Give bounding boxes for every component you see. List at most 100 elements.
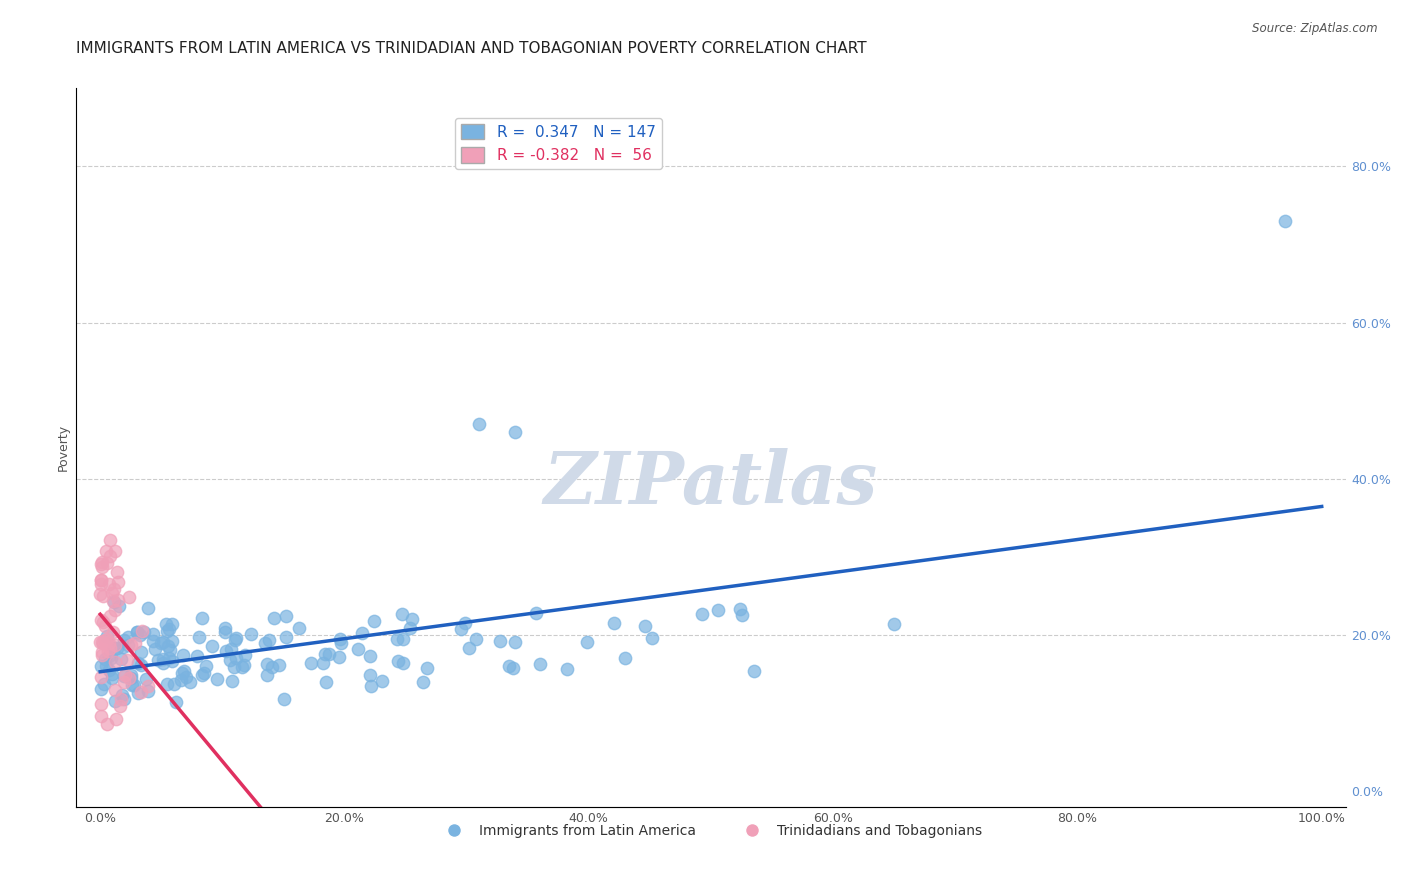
Point (90, 697, 112, 711)
Point (120, 671, 142, 685)
Point (97, 663, 120, 677)
Point (124, 636, 146, 650)
Point (315, 674, 337, 689)
Point (742, 664, 765, 678)
Point (240, 626, 263, 640)
Point (503, 635, 526, 649)
Point (371, 673, 394, 688)
Point (221, 674, 243, 689)
Point (89, 587, 111, 601)
Point (131, 685, 153, 699)
Point (97, 648, 120, 663)
Point (112, 633, 135, 648)
Point (117, 638, 139, 652)
Point (162, 633, 184, 648)
Point (120, 667, 142, 681)
Point (107, 575, 129, 590)
Point (152, 634, 174, 648)
Point (263, 610, 285, 624)
Point (157, 622, 180, 636)
Point (641, 631, 664, 645)
Point (179, 675, 201, 690)
Point (90, 645, 112, 659)
Point (219, 642, 242, 657)
Point (412, 675, 434, 690)
Point (391, 657, 413, 671)
Point (101, 593, 124, 607)
Point (468, 417, 491, 432)
Point (330, 636, 353, 650)
Point (191, 611, 214, 625)
Point (96, 632, 118, 646)
Point (90, 670, 112, 684)
Point (103, 641, 125, 656)
Point (98, 641, 121, 656)
Point (634, 618, 657, 632)
Point (94, 544, 117, 558)
Point (155, 617, 177, 632)
Point (93, 677, 115, 691)
Point (707, 603, 730, 617)
Point (224, 660, 246, 674)
Point (256, 657, 278, 671)
Point (215, 644, 238, 658)
Point (457, 640, 479, 655)
Point (112, 675, 135, 690)
Point (267, 658, 290, 673)
Point (257, 632, 280, 647)
Point (127, 686, 149, 700)
Point (100, 651, 122, 665)
Point (97, 577, 120, 591)
Point (142, 627, 165, 641)
Point (100, 586, 122, 600)
Point (555, 662, 578, 676)
Point (170, 665, 193, 680)
Point (256, 668, 278, 682)
Point (96, 717, 118, 731)
Point (90, 577, 112, 591)
Point (157, 650, 180, 665)
Point (146, 653, 169, 667)
Point (121, 678, 143, 692)
Point (91, 636, 114, 650)
Point (1274, 214, 1296, 228)
Legend: Immigrants from Latin America, Trinidadians and Tobagonians: Immigrants from Latin America, Trinidadi… (434, 818, 987, 843)
Point (107, 593, 129, 607)
Point (101, 625, 124, 640)
Point (385, 632, 408, 646)
Point (93, 590, 115, 604)
Point (453, 616, 475, 631)
Point (728, 602, 751, 616)
Point (690, 607, 713, 621)
Point (347, 642, 370, 657)
Point (101, 671, 124, 685)
Point (117, 590, 139, 604)
Point (91, 648, 114, 662)
Point (575, 635, 598, 649)
Point (731, 608, 754, 623)
Point (160, 616, 183, 631)
Point (163, 677, 186, 691)
Point (188, 630, 211, 644)
Point (391, 607, 413, 622)
Point (207, 673, 229, 687)
Point (120, 638, 142, 652)
Point (142, 633, 165, 648)
Point (193, 665, 215, 680)
Point (104, 544, 127, 558)
Point (129, 658, 152, 673)
Point (104, 603, 127, 617)
Point (329, 632, 352, 647)
Point (156, 624, 179, 638)
Point (260, 659, 283, 673)
Point (98, 635, 121, 649)
Point (103, 594, 125, 608)
Y-axis label: Poverty: Poverty (58, 424, 70, 471)
Point (159, 643, 181, 657)
Point (450, 622, 472, 636)
Point (103, 582, 125, 596)
Point (143, 642, 166, 657)
Point (94, 658, 117, 673)
Point (398, 621, 420, 635)
Point (174, 671, 197, 685)
